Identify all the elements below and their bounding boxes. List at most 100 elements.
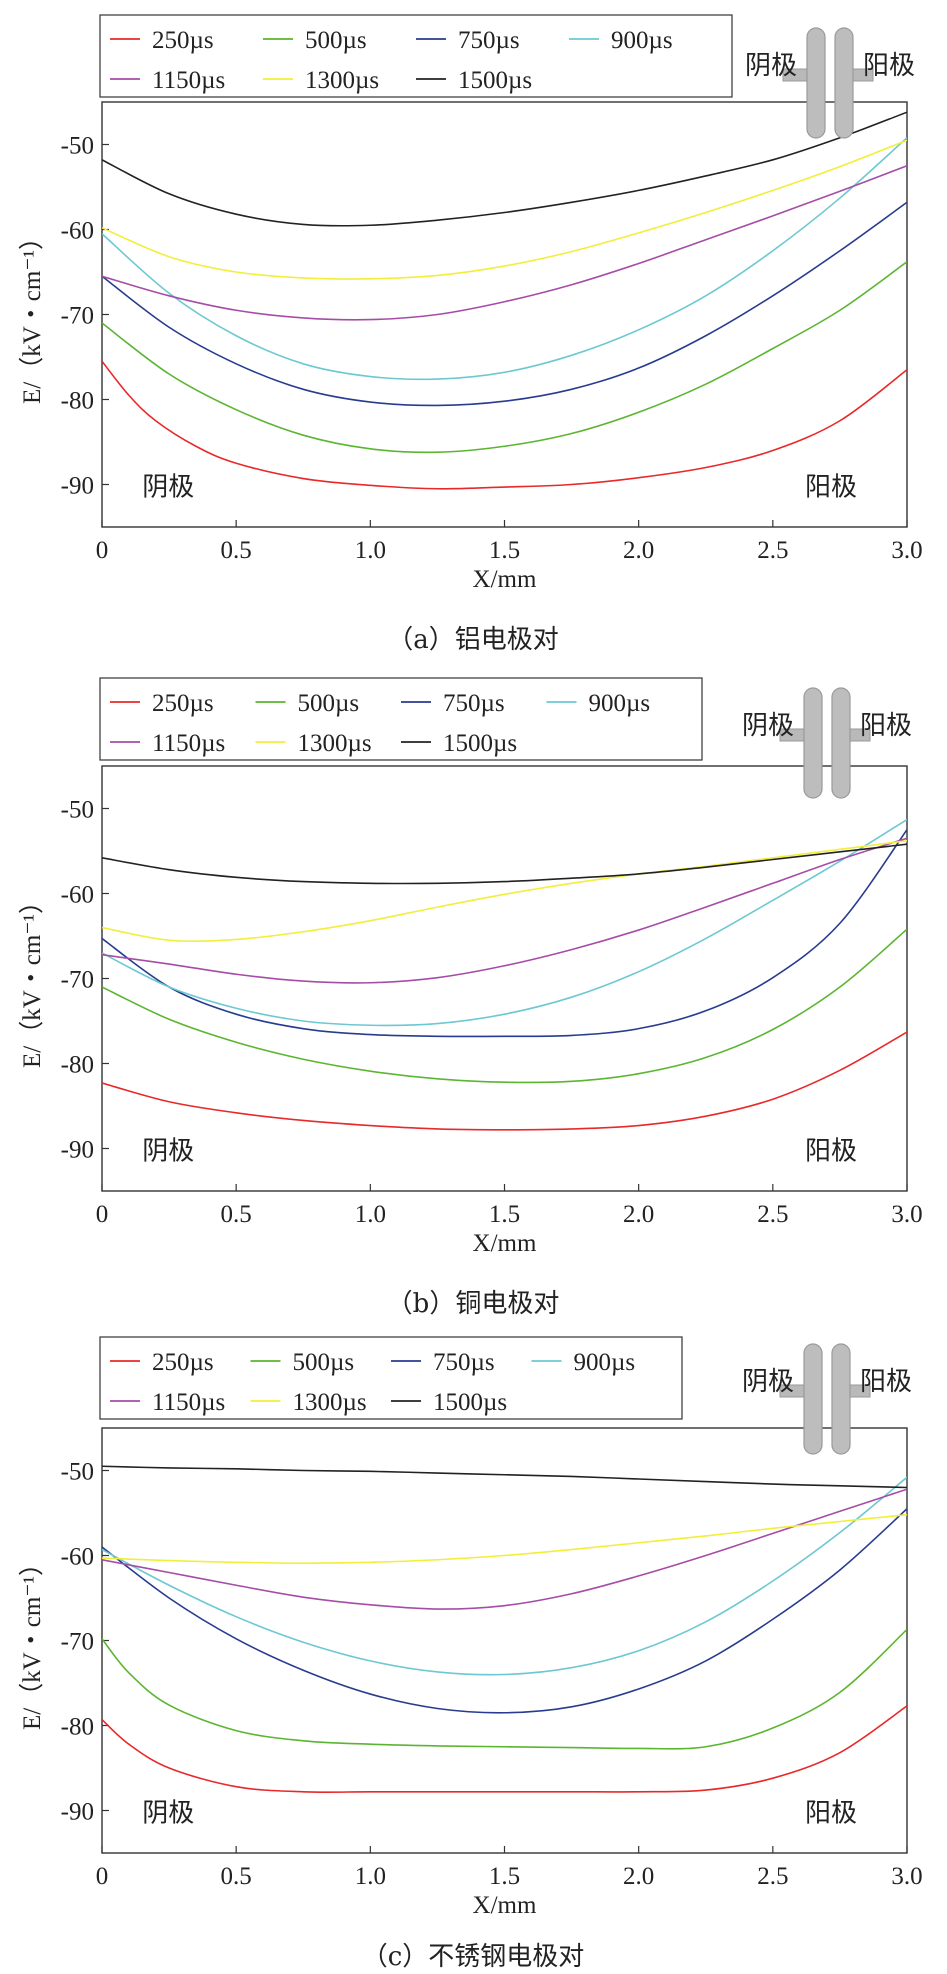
cathode-plate	[806, 27, 826, 139]
series-line-1300	[102, 139, 907, 280]
panel-caption: （c）不锈钢电极对	[362, 1942, 585, 1972]
legend-label: 500µs	[305, 27, 367, 54]
series-line-1300	[102, 840, 907, 943]
legend-label: 1300µs	[305, 67, 379, 94]
electrode-inset: 阴极 阳极	[745, 27, 915, 139]
panel-caption: （b）铜电极对	[387, 1289, 560, 1319]
x-tick-label: 2.5	[757, 1863, 788, 1890]
x-axis-title: X/mm	[473, 1230, 537, 1257]
annotation-cathode: 阴极	[142, 473, 194, 503]
legend-label: 500µs	[293, 1349, 355, 1376]
x-tick-label: 1.5	[489, 537, 520, 564]
x-tick-label: 1.0	[355, 1863, 386, 1890]
legend-label: 1300µs	[293, 1389, 367, 1416]
legend-box	[99, 1336, 683, 1420]
legend-label: 1150µs	[152, 1389, 225, 1416]
annotation-anode: 阳极	[805, 473, 857, 503]
series-line-1150	[102, 1488, 907, 1610]
inset-anode-label: 阳极	[860, 711, 912, 741]
y-tick-label: -50	[61, 133, 94, 160]
inset-cathode-label: 阴极	[742, 1367, 794, 1397]
legend-label: 250µs	[152, 1349, 214, 1376]
series-line-1150	[102, 837, 907, 984]
cathode-plate	[803, 687, 823, 799]
legend-label: 1150µs	[152, 67, 225, 94]
series-line-900	[102, 818, 907, 1027]
x-tick-label: 3.0	[891, 1201, 922, 1228]
x-tick-label: 0	[96, 1863, 109, 1890]
y-tick-label: -80	[61, 1052, 94, 1079]
x-tick-label: 0	[96, 1201, 109, 1228]
plot-frame	[101, 101, 908, 528]
series-line-1500	[102, 843, 907, 885]
x-tick-label: 0.5	[221, 1863, 252, 1890]
annotation-cathode: 阴极	[142, 1799, 194, 1829]
inset-cathode-label: 阴极	[742, 711, 794, 741]
x-tick-label: 2.0	[623, 537, 654, 564]
x-tick-label: 0.5	[221, 1201, 252, 1228]
y-axis-title: E/（kV・cm⁻¹）	[18, 889, 46, 1068]
legend-label: 1500µs	[433, 1389, 507, 1416]
series-line-900	[102, 137, 907, 381]
y-tick-label: -90	[61, 1799, 94, 1826]
y-tick-label: -80	[61, 388, 94, 415]
y-tick-label: -90	[61, 1137, 94, 1164]
panel-caption: （a）铝电极对	[387, 625, 559, 655]
legend-label: 250µs	[152, 27, 214, 54]
cathode-plate	[803, 1343, 823, 1455]
x-tick-label: 2.0	[623, 1863, 654, 1890]
legend-label: 1500µs	[458, 67, 532, 94]
y-tick-label: -60	[61, 218, 94, 245]
chart-panel-a: 0 0.5 1.0 1.5 2.0 2.5 3.0 -50 -60 -70 -80 -90 X/mm E/…	[18, 14, 923, 655]
legend-label: 750µs	[443, 690, 505, 717]
series-group	[102, 1465, 907, 1793]
series-line-500	[102, 928, 907, 1084]
x-tick-label: 2.0	[623, 1201, 654, 1228]
x-tick-label: 0	[96, 537, 109, 564]
annotation-anode: 阳极	[805, 1137, 857, 1167]
plot-frame	[101, 1427, 908, 1854]
chart-panel-c: 0 0.5 1.0 1.5 2.0 2.5 3.0 -50 -60 -70 -80 -90 X/mm E/…	[18, 1336, 923, 1972]
y-tick-label: -70	[61, 967, 94, 994]
y-tick-label: -60	[61, 882, 94, 909]
x-tick-label: 1.5	[489, 1863, 520, 1890]
legend-label: 750µs	[433, 1349, 495, 1376]
x-axis-title: X/mm	[473, 1892, 537, 1919]
series-line-250	[102, 360, 907, 490]
series-line-1500	[102, 1465, 907, 1489]
electrode-inset: 阴极 阳极	[742, 1343, 912, 1455]
inset-cathode-label: 阴极	[745, 51, 797, 81]
x-tick-label: 3.0	[891, 537, 922, 564]
inset-anode-label: 阳极	[860, 1367, 912, 1397]
y-tick-label: -70	[61, 1629, 94, 1656]
x-tick-label: 1.0	[355, 537, 386, 564]
annotation-anode: 阳极	[805, 1799, 857, 1829]
legend-label: 750µs	[458, 27, 520, 54]
y-tick-label: -60	[61, 1544, 94, 1571]
x-tick-label: 0.5	[221, 537, 252, 564]
series-line-500	[102, 261, 907, 454]
inset-anode-label: 阳极	[863, 51, 915, 81]
legend-box	[99, 677, 703, 761]
series-line-750	[102, 829, 907, 1038]
x-tick-label: 1.5	[489, 1201, 520, 1228]
series-line-750	[102, 201, 907, 407]
series-group	[102, 818, 907, 1131]
x-tick-label: 2.5	[757, 537, 788, 564]
y-tick-label: -50	[61, 1459, 94, 1486]
x-tick-label: 3.0	[891, 1863, 922, 1890]
anode-plate	[831, 687, 851, 799]
y-axis-title: E/（kV・cm⁻¹）	[18, 225, 46, 404]
x-axis-title: X/mm	[473, 566, 537, 593]
series-line-500	[102, 1628, 907, 1750]
legend-label: 1300µs	[298, 730, 372, 757]
legend-label: 500µs	[298, 690, 360, 717]
anode-plate	[834, 27, 854, 139]
y-tick-label: -90	[61, 473, 94, 500]
series-line-750	[102, 1508, 907, 1714]
legend-box	[99, 14, 733, 98]
legend-label: 900µs	[611, 27, 673, 54]
legend-label: 900µs	[574, 1349, 636, 1376]
x-tick-label: 2.5	[757, 1201, 788, 1228]
legend-label: 1500µs	[443, 730, 517, 757]
